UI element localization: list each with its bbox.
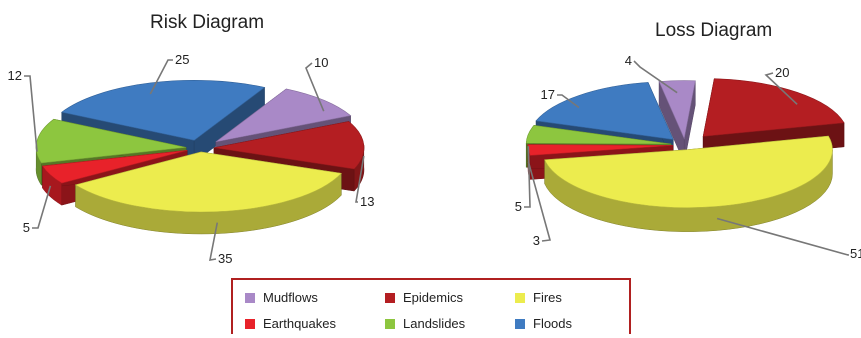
legend-label-mudflows: Mudflows (263, 290, 318, 305)
loss-leader-landslides (524, 146, 531, 208)
legend-swatch-mudflows (245, 293, 255, 303)
legend-item-floods: Floods (515, 316, 572, 332)
risk-value-label-epidemics: 13 (360, 194, 374, 209)
legend-item-fires: Fires (515, 290, 562, 306)
legend-label-floods: Floods (533, 316, 573, 331)
loss-value-label-earthquakes: 3 (533, 233, 540, 248)
legend-label-epidemics: Epidemics (403, 290, 463, 305)
risk-leader-floods (149, 59, 173, 95)
risk-slice-fires (74, 151, 342, 235)
legend-swatch-epidemics (385, 293, 395, 303)
legend-label-fires: Fires (533, 290, 562, 305)
risk-leader-mudflows (305, 62, 325, 112)
legend-swatch-landslides (385, 319, 395, 329)
legend-swatch-earthquakes (245, 319, 255, 329)
legend-swatch-fires (515, 293, 525, 303)
loss-value-label-floods: 17 (541, 87, 555, 102)
risk-value-label-landslides: 12 (8, 68, 22, 83)
risk-pie-chart: 10 13 35 5 12 25 (8, 52, 375, 266)
loss-slice-fires (544, 135, 833, 232)
risk-value-label-fires: 35 (218, 251, 232, 266)
legend-item-epidemics: Epidemics (385, 290, 463, 306)
loss-value-label-fires: 51 (850, 246, 861, 261)
loss-leader-fires (716, 217, 849, 257)
loss-value-label-mudflows: 4 (625, 53, 632, 68)
loss-leader-mudflows (633, 60, 678, 94)
loss-leader-floods (557, 94, 580, 109)
loss-value-label-landslides: 5 (515, 199, 522, 214)
risk-leader-landslides (24, 75, 38, 152)
legend: Mudflows Epidemics Fires Earthquakes Lan… (231, 278, 631, 334)
risk-value-label-mudflows: 10 (314, 55, 328, 70)
loss-diagram-title: Loss Diagram (655, 20, 773, 41)
risk-leader-fires (208, 222, 219, 261)
risk-value-label-earthquakes: 5 (23, 220, 30, 235)
loss-leader-epidemics (764, 72, 798, 105)
loss-leader-earthquakes (527, 161, 552, 242)
legend-item-mudflows: Mudflows (245, 290, 318, 306)
legend-swatch-floods (515, 319, 525, 329)
risk-leader-earthquakes (32, 185, 52, 229)
loss-value-label-epidemics: 20 (775, 65, 789, 80)
legend-item-landslides: Landslides (385, 316, 465, 332)
risk-value-label-floods: 25 (175, 52, 189, 67)
legend-label-landslides: Landslides (403, 316, 466, 331)
risk-diagram-title: Risk Diagram (150, 12, 265, 33)
risk-leader-epidemics (355, 155, 365, 203)
legend-label-earthquakes: Earthquakes (263, 316, 336, 331)
legend-item-earthquakes: Earthquakes (245, 316, 336, 332)
loss-slice-mudflows (658, 80, 696, 163)
loss-pie-chart: 4 20 51 3 5 17 (515, 53, 861, 261)
